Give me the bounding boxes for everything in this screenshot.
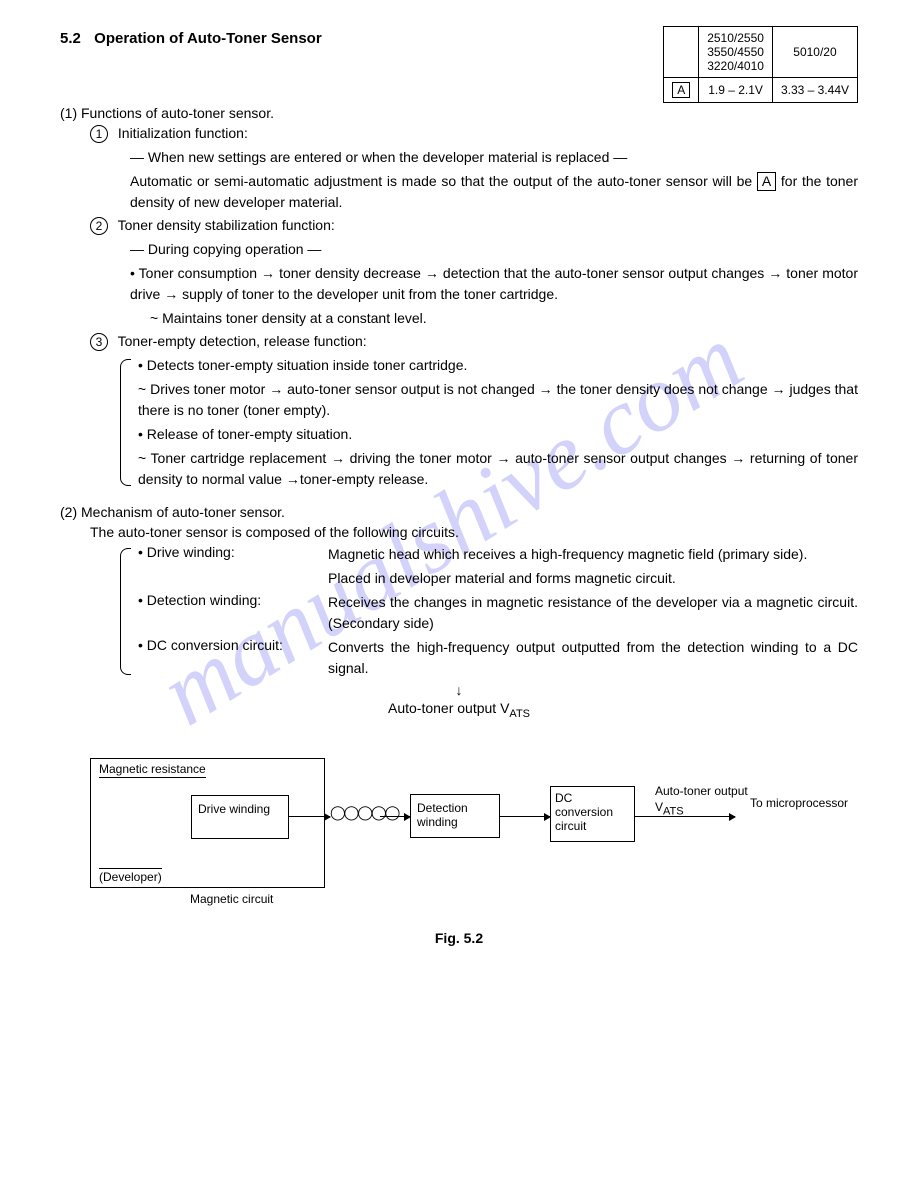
item2-title-row: 2 Toner density stabilization function: bbox=[90, 217, 858, 235]
mech-desc2: Receives the changes in magnetic resista… bbox=[328, 592, 858, 634]
item3-b4: Toner cartridge replacement → driving th… bbox=[138, 448, 858, 490]
part2-heading: (2) Mechanism of auto-toner sensor. bbox=[60, 504, 858, 520]
item1-box-a: A bbox=[757, 172, 776, 191]
item2-line3: Maintains toner density at a constant le… bbox=[150, 308, 858, 329]
part2-intro: The auto-toner sensor is composed of the… bbox=[90, 524, 858, 540]
item3-brace1: Detects toner-empty situation inside ton… bbox=[120, 355, 858, 490]
spec-row2-val1: 1.9 – 2.1V bbox=[699, 78, 773, 103]
diagram-output-label: Auto-toner output VATS bbox=[655, 784, 748, 818]
dc-box: DC conversion circuit bbox=[550, 786, 635, 842]
mech-desc1b: Placed in developer material and forms m… bbox=[328, 568, 858, 589]
item2-title: Toner density stabilization function: bbox=[118, 217, 335, 233]
mechanism-brace: • Drive winding: Magnetic head which rec… bbox=[120, 544, 858, 679]
drive-winding-box: Drive winding bbox=[191, 795, 289, 839]
diagram-out1: Auto-toner output bbox=[655, 784, 748, 798]
output-text: Auto-toner output V bbox=[388, 700, 509, 716]
item2-line1: — During copying operation — bbox=[130, 239, 858, 260]
mech-label1: • Drive winding: bbox=[138, 544, 328, 565]
item3-number: 3 bbox=[90, 333, 108, 351]
mech-row3: • DC conversion circuit: Converts the hi… bbox=[138, 637, 858, 679]
item3-b2: Drives toner motor → auto-toner sensor o… bbox=[138, 379, 858, 421]
item3-b1: Detects toner-empty situation inside ton… bbox=[138, 355, 858, 376]
mech-label3: • DC conversion circuit: bbox=[138, 637, 328, 679]
arrow2 bbox=[380, 816, 410, 817]
outer-box: Magnetic resistance Drive winding (Devel… bbox=[90, 758, 325, 888]
spec-empty-cell bbox=[664, 27, 699, 78]
spec-col1-l3: 3220/4010 bbox=[707, 59, 764, 73]
mech-desc1: Magnetic head which receives a high-freq… bbox=[328, 544, 858, 565]
output-label: Auto-toner output VATS bbox=[60, 700, 858, 720]
item1-title-row: 1 Initialization function: bbox=[90, 125, 858, 143]
item3-b2-text: Drives toner motor → auto-toner sensor o… bbox=[138, 381, 858, 418]
item1-line2: Automatic or semi-automatic adjustment i… bbox=[130, 171, 858, 213]
item1-line1: — When new settings are entered or when … bbox=[130, 147, 858, 168]
block-diagram: Magnetic resistance Drive winding (Devel… bbox=[90, 750, 858, 900]
mech-row1: • Drive winding: Magnetic head which rec… bbox=[138, 544, 858, 565]
section-title-text: Operation of Auto-Toner Sensor bbox=[94, 30, 322, 47]
spec-col2: 5010/20 bbox=[772, 27, 857, 78]
mech-label2: • Detection winding: bbox=[138, 592, 328, 634]
mech-label1b bbox=[138, 568, 328, 589]
spec-col1-l1: 2510/2550 bbox=[707, 31, 764, 45]
part1-heading: (1) Functions of auto-toner sensor. bbox=[60, 105, 858, 121]
section-heading-wrap: 5.2 Operation of Auto-Toner Sensor bbox=[60, 30, 322, 55]
spec-table: 2510/2550 3550/4550 3220/4010 5010/20 A … bbox=[663, 26, 858, 103]
mech-desc3: Converts the high-frequency output outpu… bbox=[328, 637, 858, 679]
item2-number: 2 bbox=[90, 217, 108, 235]
mech-row1b: Placed in developer material and forms m… bbox=[138, 568, 858, 589]
item3-b1-text: Detects toner-empty situation inside ton… bbox=[147, 357, 468, 373]
item3-title-row: 3 Toner-empty detection, release functio… bbox=[90, 333, 858, 351]
item1-title: Initialization function: bbox=[118, 125, 248, 141]
item1-number: 1 bbox=[90, 125, 108, 143]
header-row: 5.2 Operation of Auto-Toner Sensor 2510/… bbox=[60, 30, 858, 103]
item2-line2-text: Toner consumption → toner density decrea… bbox=[130, 265, 858, 302]
output-sub: ATS bbox=[509, 708, 530, 720]
item1-line2a: Automatic or semi-automatic adjustment i… bbox=[130, 173, 757, 189]
coil-icon: ◯◯◯◯◯ bbox=[330, 804, 398, 821]
section-number: 5.2 bbox=[60, 30, 90, 47]
spec-row2-val2: 3.33 – 3.44V bbox=[772, 78, 857, 103]
figure-caption: Fig. 5.2 bbox=[60, 930, 858, 946]
to-micro-label: To microprocessor bbox=[750, 796, 848, 812]
item2-line2: Toner consumption → toner density decrea… bbox=[130, 263, 858, 305]
section-title: 5.2 Operation of Auto-Toner Sensor bbox=[60, 30, 322, 47]
spec-col1: 2510/2550 3550/4550 3220/4010 bbox=[699, 27, 773, 78]
spec-row2-label-cell: A bbox=[664, 78, 699, 103]
mag-resistance-label: Magnetic resistance bbox=[99, 762, 206, 778]
mag-circuit-label: Magnetic circuit bbox=[190, 892, 273, 906]
spec-col1-l2: 3550/4550 bbox=[707, 45, 764, 59]
diagram-out2-sub: ATS bbox=[663, 805, 684, 817]
item3-b4-text: Toner cartridge replacement → driving th… bbox=[138, 450, 858, 487]
page-content: 5.2 Operation of Auto-Toner Sensor 2510/… bbox=[60, 30, 858, 946]
arrow3 bbox=[500, 816, 550, 817]
item3-title: Toner-empty detection, release function: bbox=[118, 333, 367, 349]
spec-row2-label: A bbox=[672, 82, 690, 98]
diagram-out2: V bbox=[655, 800, 663, 814]
item3-b3-text: Release of toner-empty situation. bbox=[147, 426, 352, 442]
down-arrow: ↓ bbox=[60, 682, 858, 698]
detection-box: Detection winding bbox=[410, 794, 500, 838]
mech-row2: • Detection winding: Receives the change… bbox=[138, 592, 858, 634]
developer-label: (Developer) bbox=[99, 868, 162, 884]
item3-b3: Release of toner-empty situation. bbox=[138, 424, 858, 445]
item2-line3-text: Maintains toner density at a constant le… bbox=[162, 310, 427, 326]
arrow1 bbox=[288, 816, 330, 817]
